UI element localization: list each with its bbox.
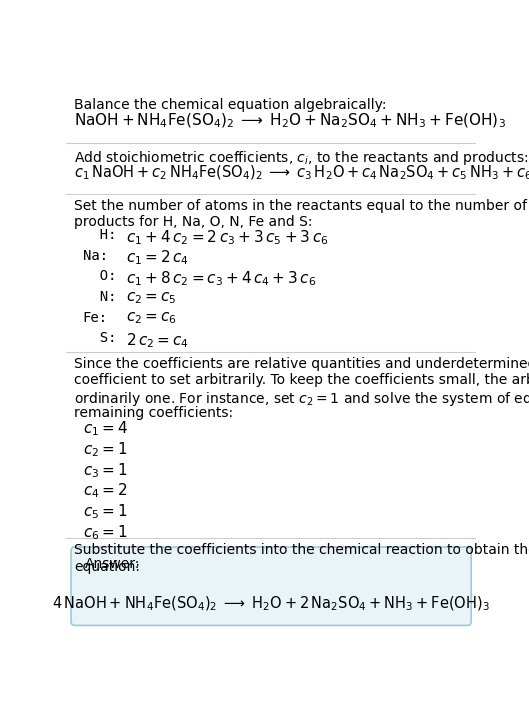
Text: $c_2 = c_5$: $c_2 = c_5$ — [125, 290, 176, 305]
Text: Fe:: Fe: — [83, 311, 107, 325]
Text: $c_2 = c_6$: $c_2 = c_6$ — [125, 311, 177, 327]
Text: $c_3 = 1$: $c_3 = 1$ — [83, 461, 127, 480]
Text: $c_2 = 1$: $c_2 = 1$ — [83, 440, 127, 459]
Text: Set the number of atoms in the reactants equal to the number of atoms in the: Set the number of atoms in the reactants… — [74, 199, 529, 214]
Text: $c_1 + 8\,c_2 = c_3 + 4\,c_4 + 3\,c_6$: $c_1 + 8\,c_2 = c_3 + 4\,c_4 + 3\,c_6$ — [125, 269, 316, 288]
Text: Balance the chemical equation algebraically:: Balance the chemical equation algebraica… — [74, 98, 387, 112]
Text: $c_1 = 2\,c_4$: $c_1 = 2\,c_4$ — [125, 249, 189, 267]
Text: N:: N: — [83, 290, 116, 304]
Text: $c_1 = 4$: $c_1 = 4$ — [83, 420, 127, 438]
FancyBboxPatch shape — [71, 547, 471, 626]
Text: $\mathrm{NaOH + NH_4Fe(SO_4)_2 \;\longrightarrow\; H_2O + Na_2SO_4 + NH_3 + Fe(O: $\mathrm{NaOH + NH_4Fe(SO_4)_2 \;\longri… — [74, 112, 506, 131]
Text: $c_1 + 4\,c_2 = 2\,c_3 + 3\,c_5 + 3\,c_6$: $c_1 + 4\,c_2 = 2\,c_3 + 3\,c_5 + 3\,c_6… — [125, 228, 328, 247]
Text: ordinarily one. For instance, set $c_2 = 1$ and solve the system of equations fo: ordinarily one. For instance, set $c_2 =… — [74, 390, 529, 408]
Text: $2\,c_2 = c_4$: $2\,c_2 = c_4$ — [125, 332, 189, 350]
Text: Since the coefficients are relative quantities and underdetermined, choose a: Since the coefficients are relative quan… — [74, 357, 529, 371]
Text: H:: H: — [83, 228, 116, 242]
Text: S:: S: — [83, 332, 116, 346]
Text: $c_6 = 1$: $c_6 = 1$ — [83, 523, 127, 542]
Text: $c_4 = 2$: $c_4 = 2$ — [83, 481, 127, 501]
Text: Substitute the coefficients into the chemical reaction to obtain the balanced: Substitute the coefficients into the che… — [74, 543, 529, 557]
Text: O:: O: — [83, 269, 116, 284]
Text: $4\,\mathrm{NaOH} + \mathrm{NH_4Fe(SO_4)_2} \;\longrightarrow\; \mathrm{H_2O} + : $4\,\mathrm{NaOH} + \mathrm{NH_4Fe(SO_4)… — [52, 595, 490, 613]
Text: products for H, Na, O, N, Fe and S:: products for H, Na, O, N, Fe and S: — [74, 216, 313, 230]
Text: Na:: Na: — [83, 249, 107, 263]
Text: $c_1\,\mathrm{NaOH} + c_2\,\mathrm{NH_4Fe(SO_4)_2} \;\longrightarrow\; c_3\,\mat: $c_1\,\mathrm{NaOH} + c_2\,\mathrm{NH_4F… — [74, 164, 529, 182]
Text: Answer:: Answer: — [85, 557, 140, 571]
Text: Add stoichiometric coefficients, $c_i$, to the reactants and products:: Add stoichiometric coefficients, $c_i$, … — [74, 148, 529, 167]
Text: equation:: equation: — [74, 559, 140, 573]
Text: $c_5 = 1$: $c_5 = 1$ — [83, 503, 127, 521]
Text: coefficient to set arbitrarily. To keep the coefficients small, the arbitrary va: coefficient to set arbitrarily. To keep … — [74, 373, 529, 387]
Text: remaining coefficients:: remaining coefficients: — [74, 406, 233, 420]
